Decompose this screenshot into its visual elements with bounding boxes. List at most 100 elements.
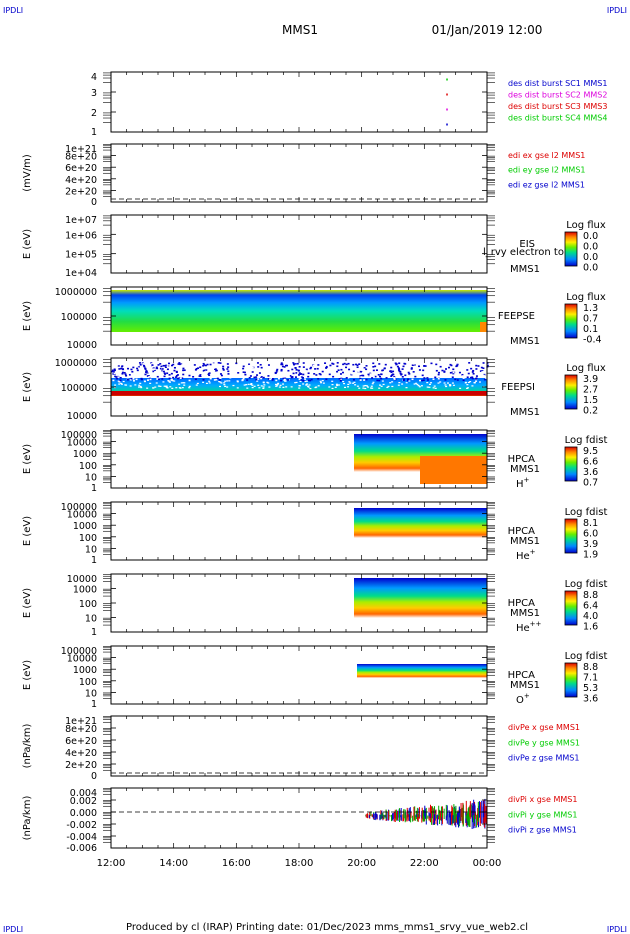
feepsi-speckle-dot <box>182 367 185 370</box>
feepsi-speckle-dot <box>112 373 115 375</box>
feepsi-speckle-gap <box>223 384 226 386</box>
feepsi-speckle-dot <box>298 372 301 374</box>
feepsi-speckle-dot <box>156 369 159 372</box>
hpca_hepp-y-tick-label: 10 <box>85 614 97 625</box>
feepsi-speckle-dot <box>318 372 321 375</box>
feepsi-speckle-dot <box>118 368 121 370</box>
feepsi-speckle-dot <box>208 372 211 374</box>
x-tick-label: 14:00 <box>159 858 188 869</box>
feepsi-speckle-dot <box>430 362 433 365</box>
feepsi-speckle-gap <box>469 381 472 383</box>
feepsi-speckle-dot <box>159 363 162 365</box>
feepsi-speckle-gap <box>434 387 437 389</box>
feepsi-speckle-dot <box>222 369 225 371</box>
feepsi-speckle-dot <box>291 376 294 378</box>
feepsi-speckle-gap <box>380 385 383 387</box>
eis-y-axis-label: E (eV) <box>22 229 33 259</box>
feepsi-speckle-gap <box>290 386 293 388</box>
feepsi-speckle-dot <box>155 366 158 369</box>
feepsi-speckle-gap <box>378 384 381 386</box>
feepsi-speckle-dot <box>357 371 360 373</box>
feepsi-speckle-dot <box>479 370 482 372</box>
feepsi-speckle-gap <box>202 381 205 383</box>
divpe-legend-entry: divPe x gse MMS1 <box>508 723 580 732</box>
feepsi-speckle-dot <box>404 364 407 367</box>
feepsi-speckle-dot <box>280 363 283 366</box>
feepsi-speckle-dot <box>390 366 393 369</box>
feepsi-speckle-dot <box>222 367 225 370</box>
hpca_he-spacecraft-label: MMS1 <box>510 536 540 547</box>
feepsi-speckle-dot <box>255 378 258 381</box>
feepsi-speckle-dot <box>342 363 345 366</box>
feepsi-speckle-dot <box>325 366 328 368</box>
feepsi-speckle-dot <box>242 371 245 373</box>
feepsi-speckle-dot <box>154 370 157 373</box>
feepsi-speckle-dot <box>181 377 184 380</box>
feepsi-speckle-dot <box>302 373 305 376</box>
feepsi-speckle-gap <box>413 383 416 385</box>
feepsi-speckle-dot <box>464 366 467 369</box>
feepsi-speckle-dot <box>162 364 165 367</box>
feepsi-speckle-dot <box>227 366 230 368</box>
feepsi-speckle-gap <box>279 384 282 386</box>
feepsi-speckle-dot <box>363 379 366 381</box>
feepsi-speckle-dot <box>174 362 177 365</box>
feepsi-speckle-dot <box>423 377 426 379</box>
eis-colorbar-tick: 0.0 <box>583 231 598 242</box>
feepsi-speckle-dot <box>143 365 146 368</box>
feepsi-speckle-gap <box>433 385 436 387</box>
feepsi-speckle-gap <box>466 384 469 386</box>
feepsi-speckle-dot <box>175 374 178 377</box>
feepsi-speckle-dot <box>375 372 378 374</box>
feepsi-speckle-dot <box>360 376 363 378</box>
feepsi-speckle-dot <box>128 370 131 372</box>
feepsi-speckle-dot <box>260 366 263 369</box>
feepsi-speckle-gap <box>256 380 259 382</box>
feepsi-speckle-dot <box>212 365 215 367</box>
feepsi-speckle-dot <box>377 375 380 378</box>
feepsi-speckle-dot <box>459 373 462 376</box>
eis-colorbar-tick: 0.0 <box>583 252 598 263</box>
feepsi-speckle-dot <box>364 363 367 365</box>
feepsi-speckle-dot <box>421 379 424 382</box>
feepsi-speckle-dot <box>130 368 133 371</box>
feepsi-speckle-dot <box>390 365 393 367</box>
feepsi-speckle-gap <box>364 384 367 387</box>
feepsi-speckle-dot <box>471 376 474 379</box>
feepsi-speckle-dot <box>188 374 191 377</box>
feepsi-speckle-dot <box>345 363 348 366</box>
feepsi-speckle-gap <box>284 380 287 382</box>
feepsi-speckle-dot <box>174 376 177 378</box>
feepsi-speckle-dot <box>309 379 312 382</box>
feepsi-speckle-dot <box>166 365 169 367</box>
feepsi-speckle-gap <box>382 383 385 386</box>
hpca_he-colorbar-tick: 3.9 <box>583 539 598 550</box>
hpca_hepp-colorbar-tick: 1.6 <box>583 621 598 632</box>
divpe-frame <box>110 715 488 777</box>
feepsi-speckle-dot <box>117 376 120 378</box>
burst-marker <box>446 123 448 126</box>
feepsi-speckle-dot <box>417 365 420 368</box>
feepsi-speckle-dot <box>164 368 167 371</box>
feepsi-speckle-dot <box>146 372 149 375</box>
feepsi-speckle-dot <box>294 376 297 378</box>
feepsi-speckle-dot <box>175 371 178 373</box>
feepsi-speckle-gap <box>370 385 373 387</box>
feepsi-speckle-dot <box>170 372 173 375</box>
feepsi-speckle-dot <box>191 368 194 371</box>
hpca_hepp-colorbar-tick: 6.4 <box>583 600 598 611</box>
feepsi-speckle-dot <box>360 370 363 373</box>
feepsi-speckle-gap <box>268 386 271 388</box>
feepsi-red-band <box>111 391 487 395</box>
hpca_hepp-y-tick-label: 1000 <box>73 585 97 596</box>
feepsi-speckle-dot <box>296 366 299 368</box>
feepsi-speckle-dot <box>206 363 209 366</box>
feepsi-speckle-dot <box>296 362 299 365</box>
feepsi-speckle-dot <box>182 373 185 376</box>
feepsi-speckle-dot <box>163 367 166 369</box>
hpca_hepp-y-tick-label: 100 <box>79 599 97 610</box>
feepsi-speckle-dot <box>407 371 410 374</box>
divpe-y-tick-label: 8e+20 <box>65 724 97 735</box>
feepsi-speckle-dot <box>246 363 249 365</box>
